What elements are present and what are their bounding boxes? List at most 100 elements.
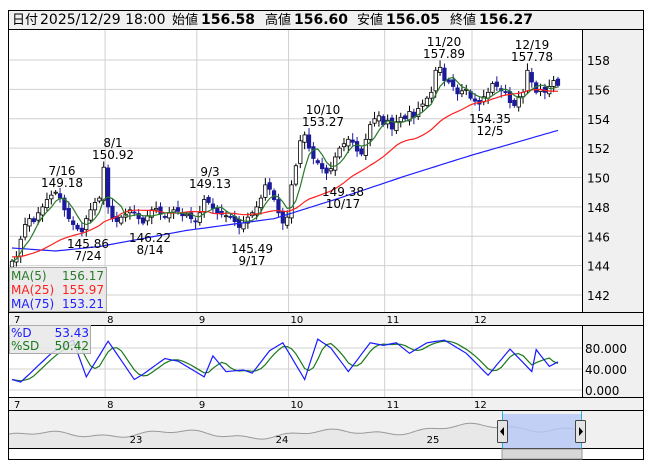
month-label: 9: [199, 400, 205, 411]
candle: [302, 134, 307, 143]
candle: [429, 91, 434, 99]
candle: [254, 206, 259, 216]
candle: [289, 184, 294, 219]
candle: [97, 197, 102, 202]
stoch-tick-label: 80.000: [585, 342, 627, 356]
open-value: 156.58: [201, 12, 255, 28]
month-label: 7: [14, 315, 20, 326]
price-tick-label: 154: [587, 113, 610, 127]
candle: [433, 69, 438, 92]
annotation-date: 8/1: [103, 136, 122, 150]
horizontal-scrollbar-thumb[interactable]: [501, 448, 583, 460]
candle: [66, 207, 71, 220]
price-axis-panel: [582, 30, 643, 312]
price-tick-label: 146: [587, 230, 610, 244]
candle: [512, 99, 517, 106]
month-label: 12: [474, 315, 487, 326]
stoch-legend: %D 53.43 %SD 50.42: [9, 325, 91, 354]
candle: [149, 209, 154, 218]
candle: [40, 206, 45, 216]
candle: [333, 156, 338, 171]
candle: [403, 115, 408, 120]
annotation-date: 10/10: [306, 103, 341, 117]
candle: [507, 91, 513, 104]
plot-body: [9, 60, 561, 270]
price-tick-label: 144: [587, 260, 610, 274]
candle: [140, 217, 146, 224]
candle: [79, 227, 84, 233]
annotation-low-7-24: 145.867/24: [67, 237, 109, 263]
candle: [9, 260, 15, 268]
sd-label: %SD: [11, 339, 39, 353]
close-label: 終値: [450, 12, 476, 28]
navigator-selection[interactable]: [502, 414, 582, 448]
year-label: 23: [130, 435, 143, 446]
candle: [368, 124, 373, 140]
candle: [437, 66, 443, 73]
month-label: 7: [14, 400, 20, 411]
candle: [555, 78, 561, 86]
annotation-price: 157.78: [511, 50, 553, 64]
candle: [136, 213, 141, 220]
candle: [459, 90, 465, 95]
navigator[interactable]: [8, 422, 582, 448]
navigator-left-handle[interactable]: [497, 420, 508, 443]
candle: [263, 184, 268, 198]
candle: [394, 121, 399, 131]
stoch-axis: 80.000 40.000 0.000: [585, 342, 627, 398]
navigator-line: [8, 422, 581, 440]
candle: [407, 111, 412, 122]
candle: [88, 209, 93, 221]
candle: [337, 147, 342, 158]
candle: [311, 146, 316, 159]
candle: [525, 69, 530, 92]
candle: [529, 72, 534, 83]
ma75-value: 153.21: [62, 297, 104, 311]
candle: [551, 80, 556, 87]
candle: [53, 191, 58, 194]
candle: [193, 220, 198, 223]
candle: [442, 67, 447, 81]
candle: [219, 210, 224, 215]
annotation-low-8-14: 146.228/14: [129, 231, 171, 257]
month-label: 12: [474, 400, 487, 411]
candle: [162, 216, 167, 218]
candle: [215, 207, 220, 214]
close-value: 156.27: [479, 12, 533, 28]
annotation-price: 150.92: [92, 148, 134, 162]
gridlines: [9, 30, 582, 397]
ma5-value: 156.17: [62, 269, 104, 283]
candle: [306, 134, 312, 149]
high-value: 156.60: [294, 12, 348, 28]
candle: [23, 224, 28, 238]
annotation-date: 10/17: [326, 197, 361, 211]
arrow-right-icon: [579, 427, 583, 436]
candle: [228, 216, 233, 218]
candle: [363, 138, 368, 156]
navigator-right-handle[interactable]: [575, 420, 586, 443]
stoch-tick-label: 0.000: [585, 384, 619, 398]
candle: [446, 79, 451, 83]
candle: [184, 213, 189, 217]
candle: [267, 182, 272, 190]
arrow-left-icon: [500, 427, 504, 436]
candle: [158, 206, 163, 215]
low-value: 156.05: [386, 12, 440, 28]
annotation-price: 153.27: [302, 115, 344, 129]
month-label: 8: [107, 315, 113, 326]
candle: [494, 81, 499, 87]
candle: [398, 116, 403, 123]
candle: [105, 167, 111, 208]
annotation-price: 145.86: [67, 237, 109, 251]
month-label: 8: [107, 400, 113, 411]
stochastic-plot: [11, 338, 559, 383]
candle: [280, 210, 285, 224]
price-tick-label: 142: [587, 289, 610, 303]
annotation-date: 7/24: [75, 249, 102, 263]
candle: [36, 212, 41, 221]
